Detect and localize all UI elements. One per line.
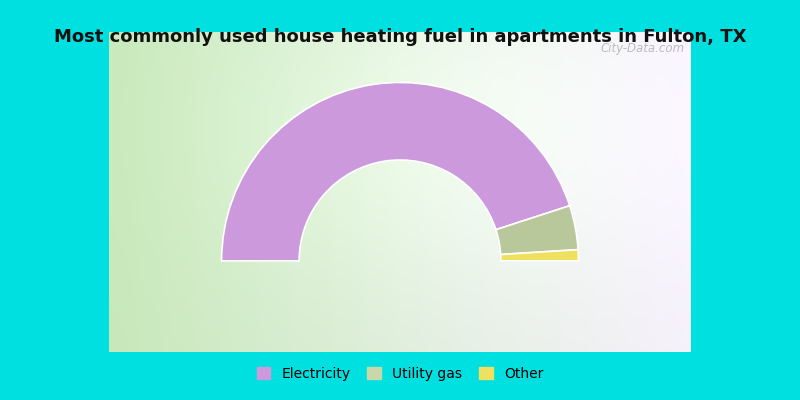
Text: Most commonly used house heating fuel in apartments in Fulton, TX: Most commonly used house heating fuel in… bbox=[54, 28, 746, 46]
Wedge shape bbox=[496, 206, 578, 254]
Wedge shape bbox=[501, 250, 578, 261]
Text: City-Data.com: City-Data.com bbox=[601, 42, 685, 55]
Legend: Electricity, Utility gas, Other: Electricity, Utility gas, Other bbox=[251, 362, 549, 386]
Wedge shape bbox=[222, 82, 570, 261]
